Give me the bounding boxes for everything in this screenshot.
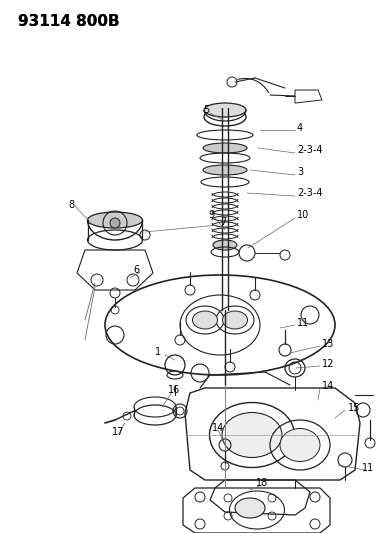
Ellipse shape [203,143,247,153]
Text: 2-3-4: 2-3-4 [297,145,323,155]
Ellipse shape [222,413,282,457]
Text: 16: 16 [168,385,180,395]
Circle shape [110,218,120,228]
Text: 9: 9 [208,210,214,220]
Text: 6: 6 [133,265,139,275]
Text: 7: 7 [220,217,226,227]
Text: 10: 10 [297,210,309,220]
Text: 14: 14 [322,381,334,391]
Ellipse shape [203,165,247,175]
Text: 93114 800B: 93114 800B [18,14,120,29]
Text: 3: 3 [297,167,303,177]
Ellipse shape [193,311,218,329]
Ellipse shape [280,429,320,462]
Text: 2-3-4: 2-3-4 [297,188,323,198]
Text: 11: 11 [362,463,374,473]
Text: 1: 1 [155,347,161,357]
Text: 11: 11 [297,318,309,328]
Ellipse shape [204,103,246,117]
Text: 13: 13 [322,339,334,349]
Text: 17: 17 [112,427,124,437]
Text: 18: 18 [256,478,268,488]
Ellipse shape [222,311,247,329]
Text: 4: 4 [297,123,303,133]
Ellipse shape [88,212,143,228]
Text: 93114 800B: 93114 800B [18,14,120,29]
Ellipse shape [235,498,265,518]
Text: 14: 14 [212,423,224,433]
Text: 8: 8 [68,200,74,210]
Text: 12: 12 [322,359,334,369]
Ellipse shape [213,240,237,250]
Text: 5: 5 [203,105,209,115]
Text: 15: 15 [348,403,360,413]
